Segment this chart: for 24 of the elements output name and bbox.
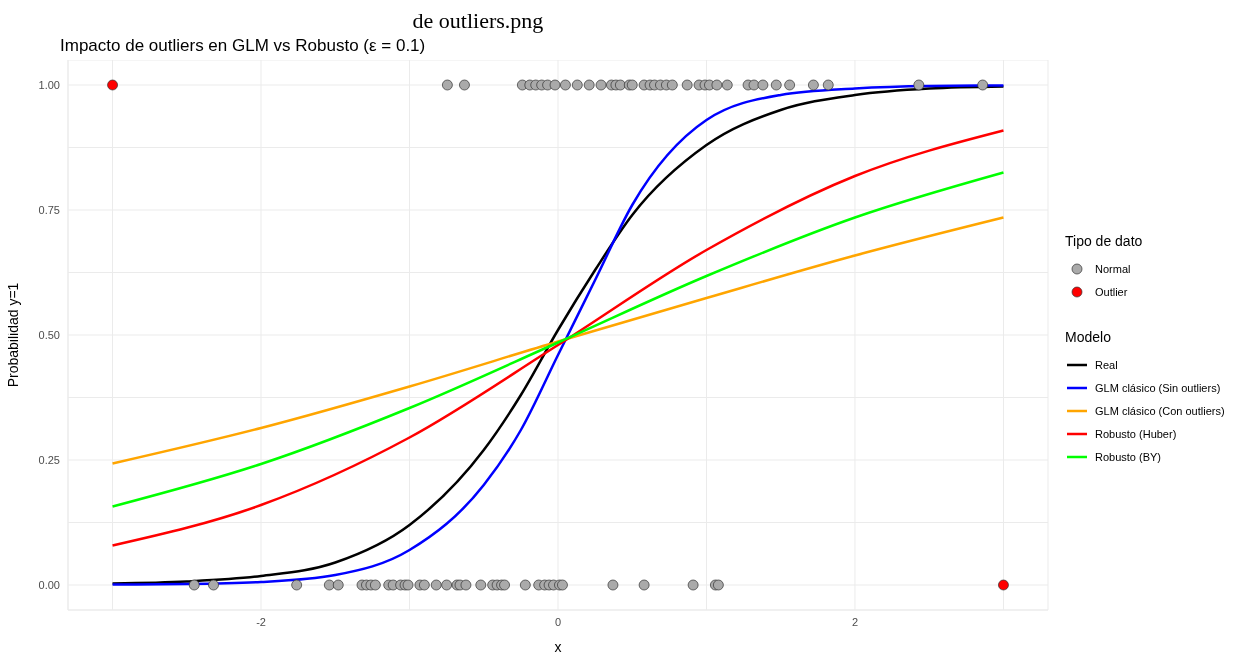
text: de outliers.png [411, 8, 545, 34]
legend-label: Robusto (Huber) [1095, 427, 1177, 440]
chart-title: Impacto de outliers en GLM vs Robusto (ε = 0.1) [60, 36, 426, 56]
x-tick-label: 0 [554, 615, 562, 628]
x-tick-label: -2 [256, 615, 266, 628]
legend-label: Outlier [1095, 285, 1128, 298]
x-axis-title: x [554, 639, 562, 655]
y-tick-label: 0.00 [38, 578, 60, 591]
line-series [111, 171, 1005, 508]
legend-label: Real [1095, 358, 1118, 371]
text: Modelo [1065, 329, 1111, 345]
x-tick-label: 2 [851, 615, 859, 628]
legend-label: GLM clásico (Con outliers) [1095, 404, 1225, 417]
y-tick-label: 0.25 [38, 453, 60, 466]
y-tick-label: 0.75 [38, 203, 60, 216]
text: Tipo de dato [1065, 233, 1143, 249]
legend-label: Robusto (BY) [1095, 450, 1162, 463]
y-tick-label: 0.50 [38, 328, 60, 341]
legend-label: GLM clásico (Sin outliers) [1095, 381, 1221, 394]
line-series [111, 216, 1005, 465]
legend-label: Normal [1095, 262, 1131, 275]
y-tick-label: 1.00 [38, 78, 60, 91]
line-series [111, 129, 1005, 547]
y-axis-title: Probabilidad y=1 [4, 282, 21, 388]
